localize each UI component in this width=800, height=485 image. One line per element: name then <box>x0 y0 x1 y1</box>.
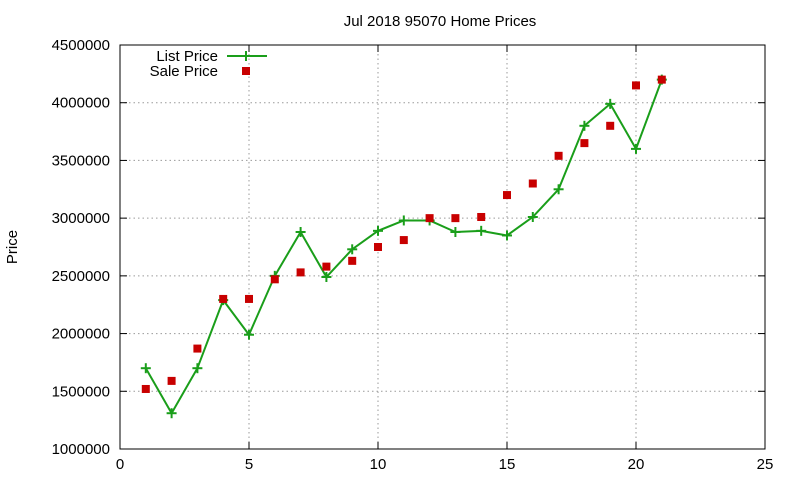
sale-price-point <box>451 214 460 223</box>
legend-marker-sale-price <box>242 67 250 75</box>
list-price-point <box>527 211 538 222</box>
series-layer <box>140 74 667 419</box>
list-price-point <box>373 225 383 236</box>
x-tick-label: 10 <box>370 456 387 473</box>
sale-price-point <box>322 262 331 271</box>
list-price-point <box>502 230 512 241</box>
y-tick-label: 2500000 <box>52 268 110 285</box>
list-price-point <box>398 215 409 226</box>
sale-price-point <box>141 384 150 393</box>
sale-price-point <box>245 294 253 303</box>
list-price-point <box>579 120 590 131</box>
list-price-point <box>295 226 306 237</box>
list-price-point <box>476 225 487 236</box>
sale-price-point <box>657 75 666 84</box>
legend-marker-list-price <box>241 51 251 61</box>
y-tick-label: 1000000 <box>52 441 110 458</box>
sale-price-point <box>580 139 589 148</box>
list-price-point <box>244 329 254 340</box>
sale-price-point <box>503 191 511 200</box>
x-tick-label: 15 <box>499 456 516 473</box>
legend-label-list-price: List Price <box>156 48 218 65</box>
sale-price-point <box>219 294 228 303</box>
list-price-point <box>631 143 641 154</box>
x-tick-label: 0 <box>116 456 124 473</box>
x-tick-labels: 0 5 10 15 20 25 <box>116 456 774 473</box>
sale-price-point <box>554 151 563 160</box>
sale-price-point <box>632 81 640 90</box>
legend-label-sale-price: Sale Price <box>150 63 218 80</box>
sale-price-point <box>296 268 305 277</box>
list-price-point <box>140 363 151 374</box>
x-tick-label: 20 <box>628 456 645 473</box>
list-price-point <box>192 363 203 374</box>
y-tick-label: 1500000 <box>52 383 110 400</box>
sale-price-point <box>348 256 357 265</box>
chart-title: Jul 2018 95070 Home Prices <box>344 13 537 30</box>
sale-price-point <box>167 376 176 385</box>
list-price-point <box>166 408 177 419</box>
y-tick-label: 3500000 <box>52 152 110 169</box>
ticks-layer <box>119 44 766 450</box>
list-price-point <box>605 98 616 109</box>
grid-layer <box>120 45 765 449</box>
sale-price-point <box>193 344 202 353</box>
y-tick-label: 4000000 <box>52 95 110 112</box>
x-tick-label: 25 <box>757 456 774 473</box>
sale-price-point <box>528 179 537 188</box>
list-price-point <box>321 272 332 283</box>
x-tick-label: 5 <box>245 456 253 473</box>
sale-price-point <box>606 121 615 130</box>
sale-price-point <box>270 275 279 284</box>
y-axis-label: Price <box>4 230 21 264</box>
list-price-point <box>553 184 564 195</box>
plot-frame <box>119 44 766 450</box>
sale-price-point <box>477 212 486 221</box>
list-price-point <box>450 226 461 237</box>
y-tick-label: 2000000 <box>52 326 110 343</box>
legend: List Price Sale Price <box>150 48 267 80</box>
y-tick-label: 4500000 <box>52 37 110 54</box>
sale-price-point <box>425 214 434 223</box>
sale-price-point <box>399 236 408 245</box>
y-tick-label: 3000000 <box>52 210 110 227</box>
y-tick-labels: 1000000 1500000 2000000 2500000 3000000 35000… <box>52 37 110 458</box>
list-price-point <box>347 244 358 255</box>
sale-price-point <box>374 243 382 251</box>
